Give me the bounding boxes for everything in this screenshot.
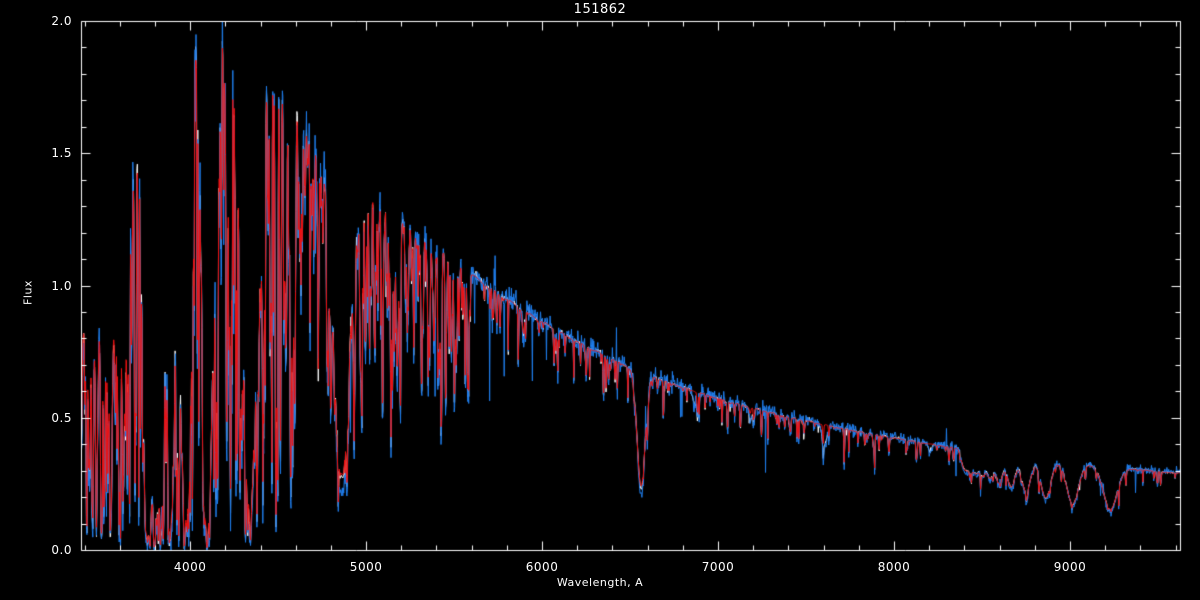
spectrum-plot-canvas[interactable] bbox=[0, 0, 1200, 600]
spectrum-figure: 151862 Wavelength, A Flux 4000 5000 6000 70… bbox=[0, 0, 1200, 600]
